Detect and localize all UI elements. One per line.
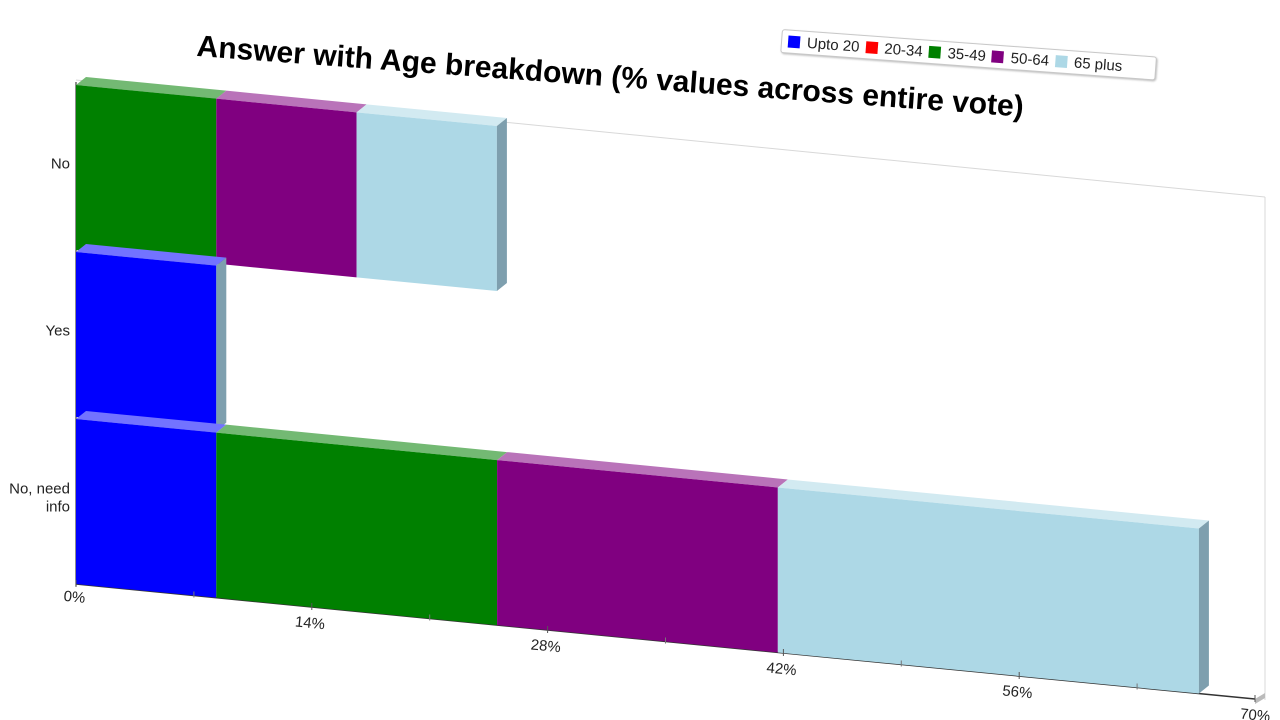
category-label: Yes: [46, 323, 70, 340]
bar-top-face: [216, 424, 508, 461]
bar-segment: [76, 252, 217, 431]
bar-segment: [76, 85, 217, 264]
bar-top-face: [356, 104, 507, 127]
category-label: No: [51, 156, 70, 173]
category-labels: No Yes No, need info: [9, 156, 70, 516]
bar-top-face: [76, 411, 227, 433]
bar-side-face: [496, 118, 507, 292]
bar-segment: [216, 432, 498, 626]
x-tick-label: 28%: [530, 636, 562, 656]
x-tick-label: 42%: [766, 659, 798, 679]
bar-top-face: [497, 452, 788, 488]
category-label: No, need info: [9, 481, 70, 516]
bar-segment: [216, 98, 357, 278]
bar-top-face: [76, 244, 227, 266]
category-label-line: No, need: [9, 481, 70, 498]
category-label-line: info: [46, 499, 70, 516]
bar-segment: [497, 460, 778, 653]
x-ticks: 0% 14% 28% 42% 56% 70%: [63, 580, 1271, 720]
bar-segment: [356, 112, 497, 292]
bar-top-face: [76, 77, 227, 99]
bar-segment: [777, 487, 1199, 694]
x-tick-label: 14%: [294, 613, 326, 633]
bar-side-face: [1198, 520, 1209, 694]
x-tick-label: 70%: [1239, 706, 1271, 720]
bar-side-face: [216, 257, 227, 431]
x-tick-label: 56%: [1002, 682, 1034, 702]
bar-segment: [76, 419, 217, 598]
x-axis-end-cap: [1255, 693, 1265, 704]
bar-top-face: [777, 479, 1209, 529]
bars: [76, 77, 1209, 694]
bar-top-face: [216, 90, 367, 113]
x-tick-label: 0%: [63, 588, 86, 607]
